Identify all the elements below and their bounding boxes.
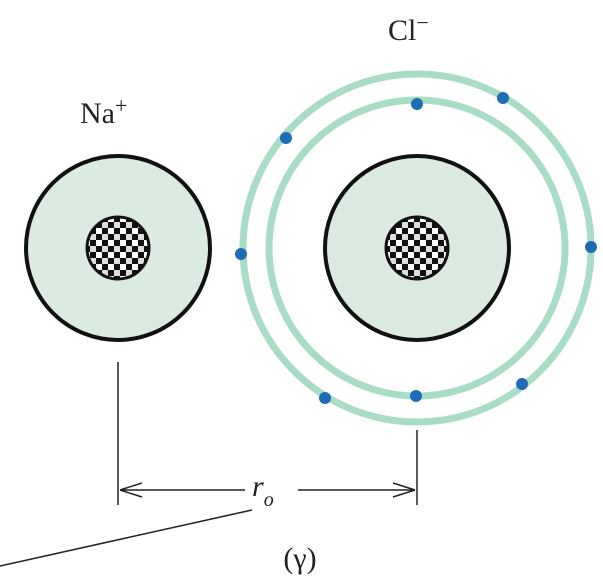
distance-subscript: o (264, 489, 274, 511)
cl-symbol: Cl (388, 14, 416, 47)
diagram: Na+ Cl− ro (γ) (0, 0, 603, 587)
electron (280, 132, 292, 144)
cl-ion: Cl− (235, 10, 597, 422)
na-symbol: Na (80, 97, 115, 130)
distance-symbol: r (252, 470, 264, 503)
na-nucleus (87, 217, 149, 279)
electron (411, 98, 423, 110)
electron (585, 241, 597, 253)
cl-charge: − (416, 10, 428, 35)
caption: (γ) (283, 542, 316, 575)
na-label: Na+ (80, 93, 127, 130)
electron (497, 92, 509, 104)
cl-nucleus (386, 217, 448, 279)
electron (410, 390, 422, 402)
pointer-line (0, 510, 252, 566)
distance-label: ro (252, 470, 274, 511)
electron (516, 378, 528, 390)
na-ion: Na+ (26, 93, 210, 340)
electron (235, 248, 247, 260)
distance-marker (0, 362, 417, 566)
electron (319, 392, 331, 404)
na-charge: + (115, 93, 127, 118)
cl-label: Cl− (388, 10, 429, 47)
